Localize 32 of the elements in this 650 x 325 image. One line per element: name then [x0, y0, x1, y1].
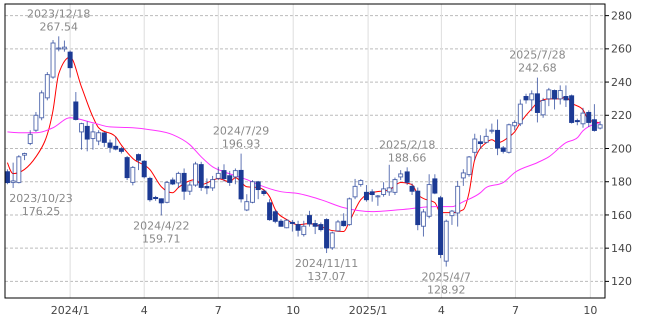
annotation: 2023/12/18 267.54: [27, 7, 90, 34]
annotation: 2024/7/29 196.93: [212, 124, 270, 151]
candlestick: [142, 160, 147, 179]
candlestick: [136, 152, 142, 171]
x-tick-label: 4: [140, 304, 148, 317]
y-tick-label: 180: [611, 176, 632, 189]
y-tick-label: 260: [611, 42, 632, 56]
annotation: 2024/4/22 159.71: [133, 219, 190, 246]
y-tick-label: 240: [611, 76, 632, 89]
y-tick-label: 140: [611, 242, 632, 256]
x-tick-label: 7: [512, 304, 519, 317]
x-tick-label: 2025/1: [348, 304, 388, 317]
annotation: 2025/7/28 242.68: [509, 48, 566, 75]
x-tick-label: 10: [286, 304, 300, 317]
candlestick: [375, 194, 380, 206]
candlestick: [28, 130, 33, 146]
candlestick: [68, 50, 73, 78]
y-tick-label: 200: [611, 142, 632, 156]
annotation: 2024/11/11 137.07: [294, 257, 358, 284]
candlestick: [352, 178, 358, 200]
annotation: 2025/2/18 188.66: [378, 138, 436, 164]
candlestick: [73, 92, 78, 121]
x-tick-label: 7: [214, 304, 222, 317]
x-tick-label: 2024/1: [50, 304, 90, 317]
y-tick-label: 220: [611, 109, 632, 122]
y-tick-label: 280: [611, 9, 632, 22]
y-tick-label: 160: [611, 208, 632, 222]
annotation: 2023/10/23 176.25: [9, 192, 73, 218]
annotation: 2025/4/7 128.92: [422, 270, 471, 297]
x-tick-label: 10: [583, 304, 598, 317]
x-tick-label: 4: [438, 304, 445, 317]
y-tick-label: 120: [611, 275, 632, 288]
